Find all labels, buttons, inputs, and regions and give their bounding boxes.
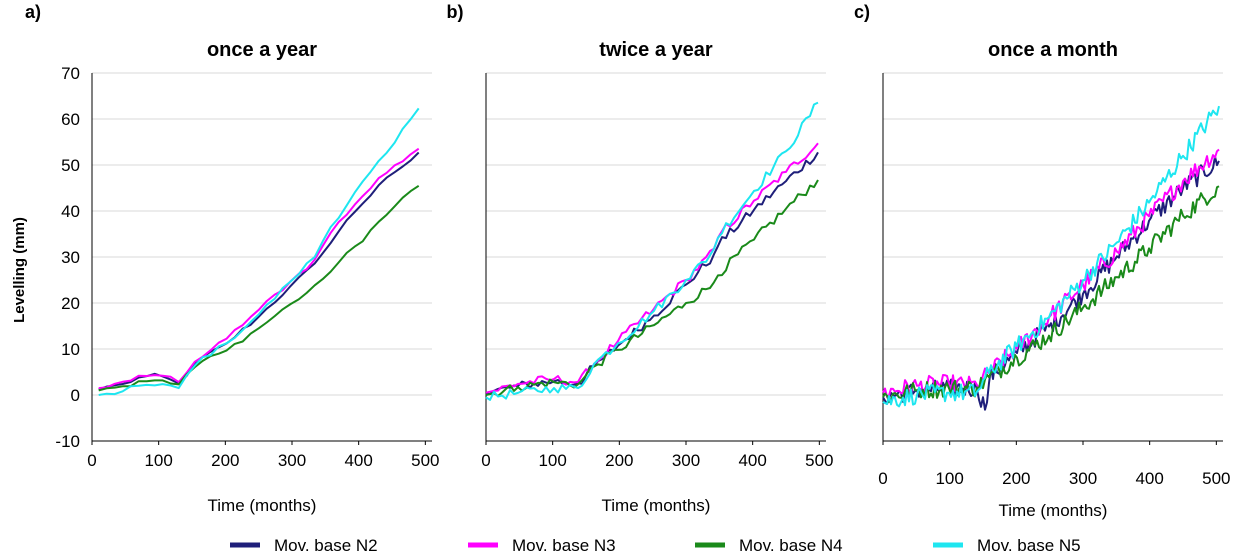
y-tick-label: 70 [61,64,80,83]
panel-title: once a month [988,39,1118,61]
legend-label: Mov. base N2 [274,536,378,555]
x-tick-label: 200 [211,451,239,470]
series-line-mov-base-n2 [882,155,1220,411]
x-tick-label: 100 [144,451,172,470]
series-line-mov-base-n5 [485,101,819,401]
series-line-mov-base-n2 [485,151,819,396]
x-tick-label: 200 [1002,469,1030,488]
panel-label: c) [854,2,870,22]
series-line-mov-base-n5 [882,105,1220,408]
x-tick-label: 400 [738,451,766,470]
x-tick-label: 0 [87,451,96,470]
x-axis-title: Time (months) [208,496,317,515]
x-tick-label: 300 [672,451,700,470]
y-tick-label: 40 [61,202,80,221]
x-tick-label: 0 [878,469,887,488]
series-line-mov-base-n3 [485,142,819,394]
legend-label: Mov. base N3 [512,536,616,555]
legend-label: Mov. base N4 [739,536,843,555]
panel-title: once a year [207,39,317,61]
x-tick-label: 500 [411,451,439,470]
y-axis-title: Levelling (mm) [11,217,28,323]
panel-label: b) [447,2,464,22]
x-tick-label: 400 [1135,469,1163,488]
x-tick-label: 100 [935,469,963,488]
legend-label: Mov. base N5 [977,536,1081,555]
y-tick-label: 20 [61,294,80,313]
x-tick-label: 400 [344,451,372,470]
y-tick-label: 30 [61,248,80,267]
y-tick-label: 10 [61,340,80,359]
series-line-mov-base-n5 [98,107,420,396]
x-tick-label: 100 [538,451,566,470]
panel-title: twice a year [599,39,713,61]
x-tick-label: 300 [1069,469,1097,488]
panel-label: a) [25,2,41,22]
series-line-mov-base-n4 [485,179,819,397]
y-tick-label: -10 [55,432,80,451]
x-tick-label: 0 [481,451,490,470]
series-line-mov-base-n4 [882,185,1220,403]
y-tick-label: 60 [61,110,80,129]
x-tick-label: 300 [278,451,306,470]
x-axis-title: Time (months) [999,501,1108,520]
series-line-mov-base-n3 [98,147,420,390]
y-tick-label: 0 [71,386,80,405]
x-axis-title: Time (months) [602,496,711,515]
series-line-mov-base-n4 [98,184,420,392]
x-tick-label: 500 [805,451,833,470]
y-tick-label: 50 [61,156,80,175]
x-tick-label: 500 [1202,469,1230,488]
series-line-mov-base-n3 [882,148,1220,398]
x-tick-label: 200 [605,451,633,470]
